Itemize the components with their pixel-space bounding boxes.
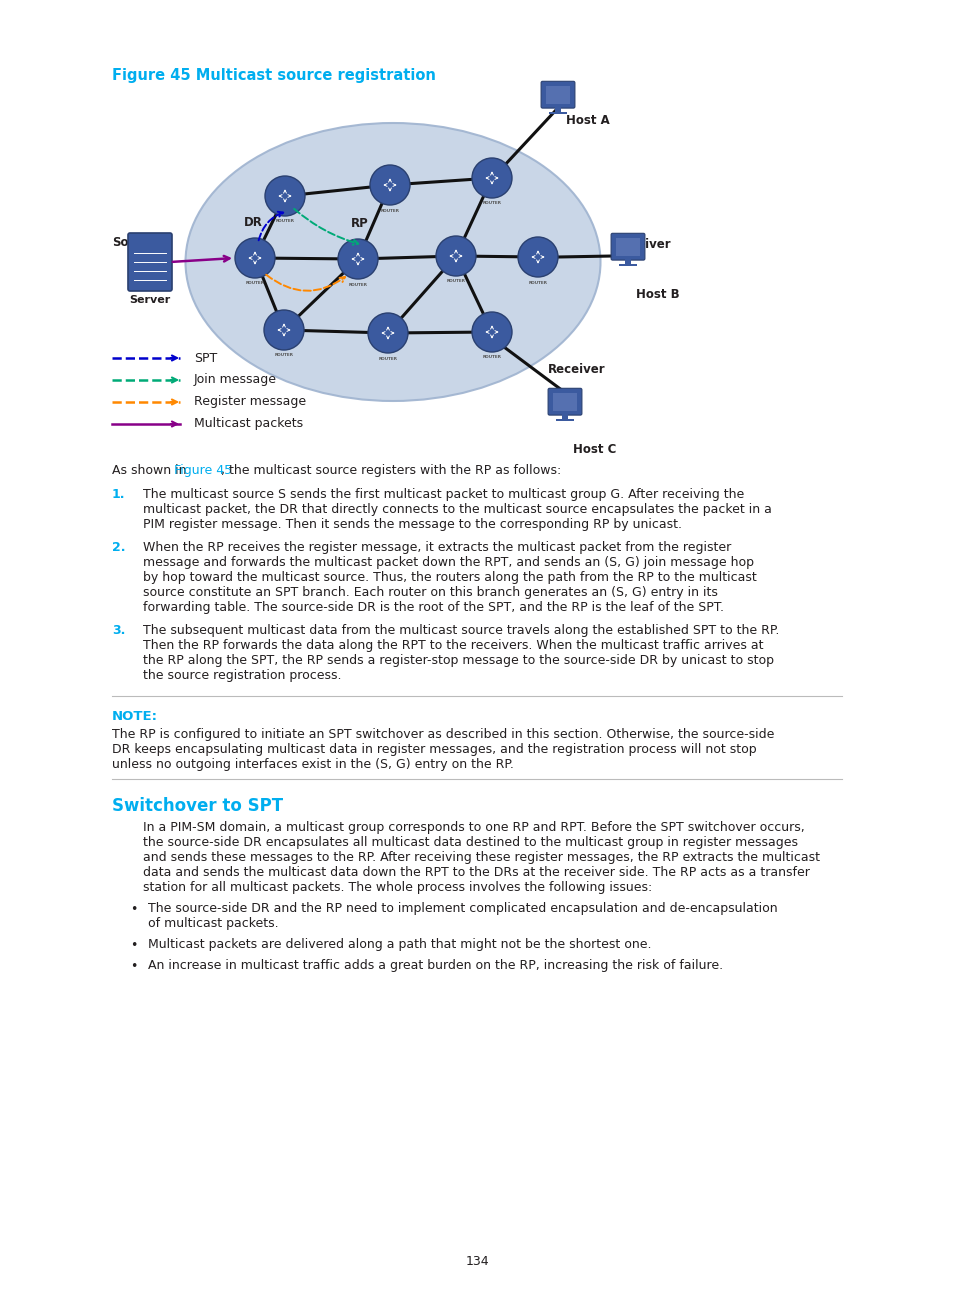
- Text: 134: 134: [465, 1255, 488, 1267]
- Circle shape: [337, 238, 377, 279]
- Text: ROUTER: ROUTER: [245, 281, 264, 285]
- Text: Server: Server: [130, 295, 171, 305]
- Text: station for all multicast packets. The whole process involves the following issu: station for all multicast packets. The w…: [143, 881, 652, 894]
- Circle shape: [368, 314, 408, 353]
- Bar: [561, 412, 567, 420]
- Circle shape: [472, 158, 512, 198]
- Text: ROUTER: ROUTER: [348, 283, 367, 286]
- FancyBboxPatch shape: [540, 82, 575, 108]
- Text: Join message: Join message: [193, 373, 276, 386]
- Bar: [549, 113, 566, 114]
- Text: Host B: Host B: [636, 288, 679, 301]
- Text: forwarding table. The source-side DR is the root of the SPT, and the RP is the l: forwarding table. The source-side DR is …: [143, 601, 723, 614]
- Text: by hop toward the multicast source. Thus, the routers along the path from the RP: by hop toward the multicast source. Thus…: [143, 572, 756, 584]
- Text: In a PIM-SM domain, a multicast group corresponds to one RP and RPT. Before the : In a PIM-SM domain, a multicast group co…: [143, 820, 804, 835]
- Bar: [556, 419, 574, 421]
- Text: ROUTER: ROUTER: [274, 354, 294, 358]
- Text: 1.: 1.: [112, 489, 126, 502]
- Text: •: •: [130, 903, 137, 916]
- Text: of multicast packets.: of multicast packets.: [148, 918, 278, 931]
- Text: The RP is configured to initiate an SPT switchover as described in this section.: The RP is configured to initiate an SPT …: [112, 728, 774, 741]
- Ellipse shape: [185, 123, 599, 400]
- Text: Figure 45 Multicast source registration: Figure 45 Multicast source registration: [112, 67, 436, 83]
- Text: Receiver: Receiver: [614, 238, 671, 251]
- Text: 3.: 3.: [112, 623, 125, 638]
- Circle shape: [234, 238, 274, 279]
- Text: SPT: SPT: [193, 351, 217, 364]
- Text: As shown in: As shown in: [112, 464, 191, 477]
- Text: The multicast source S sends the first multicast packet to multicast group G. Af: The multicast source S sends the first m…: [143, 489, 743, 502]
- Text: RP: RP: [351, 216, 369, 229]
- Text: The source-side DR and the RP need to implement complicated encapsulation and de: The source-side DR and the RP need to im…: [148, 902, 777, 915]
- Text: Register message: Register message: [193, 395, 306, 408]
- Text: the source-side DR encapsulates all multicast data destined to the multicast gro: the source-side DR encapsulates all mult…: [143, 836, 797, 849]
- Bar: [545, 86, 570, 104]
- Text: multicast packet, the DR that directly connects to the multicast source encapsul: multicast packet, the DR that directly c…: [143, 503, 771, 516]
- Text: •: •: [130, 940, 137, 953]
- Text: Receiver: Receiver: [547, 363, 605, 376]
- Text: , the multicast source registers with the RP as follows:: , the multicast source registers with th…: [220, 464, 560, 477]
- Text: message and forwards the multicast packet down the RPT, and sends an (S, G) join: message and forwards the multicast packe…: [143, 556, 753, 569]
- Text: DR keeps encapsulating multicast data in register messages, and the registration: DR keeps encapsulating multicast data in…: [112, 743, 756, 756]
- Text: 2.: 2.: [112, 540, 126, 553]
- Circle shape: [264, 310, 304, 350]
- Text: •: •: [130, 960, 137, 973]
- Circle shape: [517, 237, 558, 277]
- Text: ROUTER: ROUTER: [482, 355, 501, 359]
- FancyBboxPatch shape: [128, 233, 172, 292]
- Text: data and sends the multicast data down the RPT to the DRs at the receiver side. : data and sends the multicast data down t…: [143, 866, 809, 879]
- Text: NOTE:: NOTE:: [112, 710, 158, 723]
- Text: Then the RP forwards the data along the RPT to the receivers. When the multicast: Then the RP forwards the data along the …: [143, 639, 762, 652]
- Text: Multicast packets are delivered along a path that might not be the shortest one.: Multicast packets are delivered along a …: [148, 938, 651, 951]
- Bar: [555, 106, 560, 113]
- Bar: [624, 258, 630, 266]
- Text: Figure 45: Figure 45: [174, 464, 232, 477]
- Text: DR: DR: [243, 216, 262, 229]
- Text: Switchover to SPT: Switchover to SPT: [112, 797, 283, 815]
- Text: unless no outgoing interfaces exist in the (S, G) entry on the RP.: unless no outgoing interfaces exist in t…: [112, 758, 514, 771]
- Text: Host C: Host C: [573, 443, 616, 456]
- Circle shape: [472, 312, 512, 353]
- Text: When the RP receives the register message, it extracts the multicast packet from: When the RP receives the register messag…: [143, 540, 731, 553]
- Text: PIM register message. Then it sends the message to the corresponding RP by unica: PIM register message. Then it sends the …: [143, 518, 681, 531]
- Bar: [615, 237, 639, 255]
- Circle shape: [436, 236, 476, 276]
- Text: source constitute an SPT branch. Each router on this branch generates an (S, G) : source constitute an SPT branch. Each ro…: [143, 586, 717, 599]
- Text: ROUTER: ROUTER: [275, 219, 294, 223]
- Text: and sends these messages to the RP. After receiving these register messages, the: and sends these messages to the RP. Afte…: [143, 851, 820, 864]
- Text: The subsequent multicast data from the multicast source travels along the establ: The subsequent multicast data from the m…: [143, 623, 779, 638]
- Text: ROUTER: ROUTER: [482, 201, 501, 206]
- Text: Host A: Host A: [565, 114, 609, 127]
- Text: the source registration process.: the source registration process.: [143, 669, 341, 682]
- Text: ROUTER: ROUTER: [446, 280, 465, 284]
- Text: An increase in multicast traffic adds a great burden on the RP, increasing the r: An increase in multicast traffic adds a …: [148, 959, 722, 972]
- Text: Source: Source: [112, 236, 157, 249]
- Bar: [552, 393, 577, 411]
- FancyBboxPatch shape: [548, 389, 581, 415]
- Text: Multicast packets: Multicast packets: [193, 417, 303, 430]
- Circle shape: [370, 165, 410, 205]
- Text: ROUTER: ROUTER: [378, 356, 397, 360]
- Text: ROUTER: ROUTER: [380, 209, 399, 213]
- Bar: [618, 264, 637, 266]
- Text: ROUTER: ROUTER: [528, 280, 547, 285]
- Text: the RP along the SPT, the RP sends a register-stop message to the source-side DR: the RP along the SPT, the RP sends a reg…: [143, 654, 773, 667]
- FancyBboxPatch shape: [611, 233, 644, 260]
- Circle shape: [265, 176, 305, 216]
